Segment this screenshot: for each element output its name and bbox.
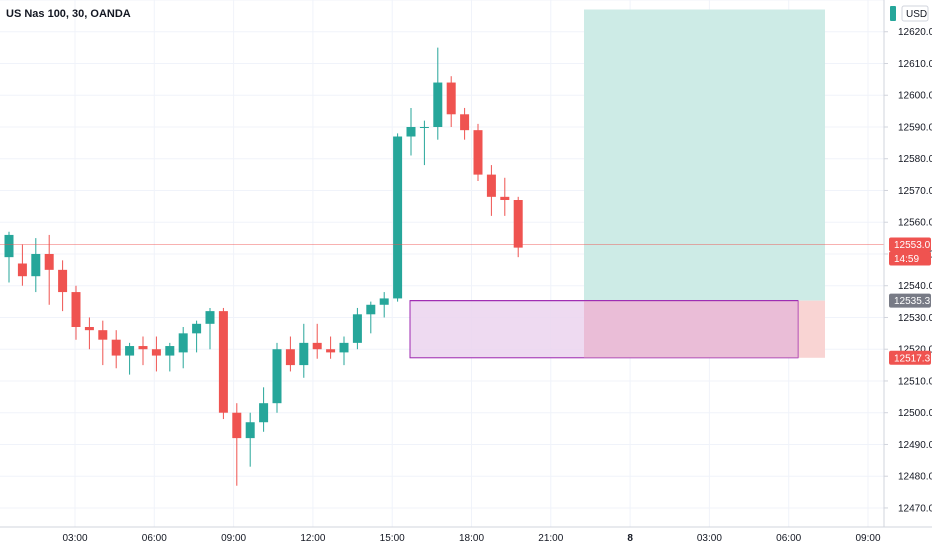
entry-price-tag-text: 12535.3 (894, 296, 931, 307)
price-tick-label: 12530.0 (898, 313, 932, 324)
currency-button-frame (901, 5, 929, 22)
candles (4, 47, 523, 486)
time-tick-label: 09:00 (221, 533, 246, 544)
time-axis[interactable]: 03:00 06:00 09:00 12:00 15:00 18:00 21:00 8 03:0… (62, 533, 880, 544)
time-tick-label: 8 (627, 533, 633, 544)
price-tags: 12553.0 14:59 12535.3 12517.3 (889, 237, 931, 365)
price-tick-label: 12490.0 (898, 440, 932, 451)
candle-body (31, 253, 41, 277)
candle-body (446, 82, 456, 115)
candle-body (379, 298, 389, 305)
price-tick-label: 12520.0 (898, 345, 932, 356)
price-tick-label: 12560.0 (898, 218, 932, 229)
candle-body (366, 304, 376, 315)
currency-button[interactable]: USD (890, 5, 929, 22)
price-tick-label: 12540.0 (898, 281, 932, 292)
countdown-tag-text: 14:59 (894, 254, 919, 265)
candle-body (44, 253, 54, 270)
profit-zone[interactable] (584, 9, 825, 301)
candle-body (17, 263, 27, 277)
price-tick-label: 12620.0 (898, 27, 932, 38)
candle-body (460, 114, 470, 131)
candle-body (138, 346, 148, 350)
price-tick-label: 12580.0 (898, 154, 932, 165)
price-axis[interactable]: 12470.0 12480.0 12490.0 12500.0 12510.0 12520… (884, 27, 932, 514)
candle-body (433, 82, 443, 127)
time-tick-label: 18:00 (459, 533, 484, 544)
candle-body (272, 349, 282, 404)
candle-body (259, 403, 269, 423)
time-tick-label: 12:00 (300, 533, 325, 544)
entry-price-tag-bg (889, 293, 931, 308)
candle-body (486, 174, 496, 197)
time-tick-label: 06:00 (776, 533, 801, 544)
candle-body (178, 333, 188, 353)
time-tick-label: 09:00 (855, 533, 880, 544)
price-tick-label: 12510.0 (898, 376, 932, 387)
candle-body (245, 422, 255, 439)
candle-body (326, 349, 336, 353)
candle-body (312, 342, 322, 350)
candle-body (84, 326, 94, 331)
price-tick-label: 12570.0 (898, 186, 932, 197)
candle-body (299, 342, 309, 366)
candle-body (352, 314, 362, 343)
time-tick-label: 03:00 (62, 533, 87, 544)
candle-body (165, 346, 175, 356)
time-tick-label: 03:00 (697, 533, 722, 544)
stop-price-tag-bg (889, 350, 931, 365)
candle-body (218, 311, 228, 413)
candle-body (4, 234, 14, 258)
candle-body (513, 200, 523, 248)
time-tick-label: 15:00 (380, 533, 405, 544)
candle-body (192, 323, 202, 334)
candle-body (285, 349, 295, 366)
position-zones[interactable] (409, 9, 825, 359)
candle-body (151, 349, 161, 356)
stop-price-tag: 12517.3 (889, 350, 931, 365)
countdown-tag: 14:59 (889, 251, 931, 266)
candle-body (339, 342, 349, 353)
candle-body (419, 126, 429, 128)
price-tick-label: 12600.0 (898, 91, 932, 102)
candle-body (98, 330, 108, 340)
chart-title: US Nas 100, 30, OANDA (6, 8, 131, 20)
current-price-tag-bg (889, 237, 931, 252)
price-tick-label: 12610.0 (898, 59, 932, 70)
price-tick-label: 12500.0 (898, 408, 932, 419)
currency-label: USD (906, 9, 927, 20)
candle-body (205, 311, 215, 324)
stop-price-tag-text: 12517.3 (894, 353, 931, 364)
price-tick-label: 12480.0 (898, 472, 932, 483)
candle-body (500, 196, 510, 201)
candle-body (125, 346, 135, 356)
entry-price-tag: 12535.3 (889, 293, 931, 308)
candle-body (111, 339, 121, 356)
time-tick-label: 21:00 (538, 533, 563, 544)
candle-body (473, 130, 483, 175)
current-price-tag-text: 12553.0 (894, 240, 931, 251)
current-price-tag: 12553.0 (889, 237, 931, 252)
price-tick-label: 12470.0 (898, 503, 932, 514)
time-tick-label: 06:00 (142, 533, 167, 544)
candle-body (406, 126, 416, 137)
overlap-zone (584, 300, 798, 358)
candle-body (71, 292, 81, 327)
candle-body (232, 412, 242, 439)
countdown-tag-bg (889, 251, 931, 266)
axes (0, 0, 932, 528)
candle-body (393, 136, 403, 299)
currency-color-marker (890, 6, 896, 21)
price-tick-label: 12590.0 (898, 122, 932, 133)
candle-body (58, 269, 68, 293)
